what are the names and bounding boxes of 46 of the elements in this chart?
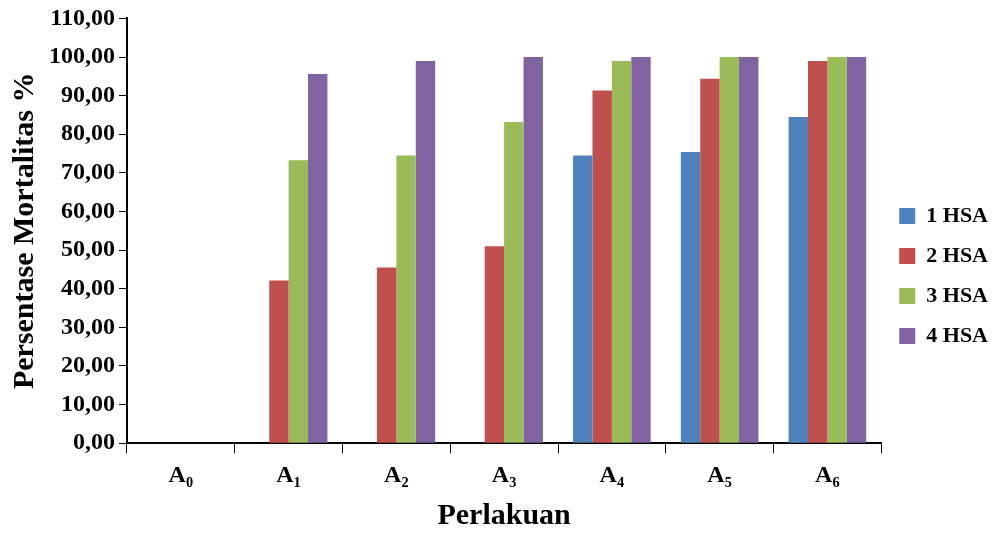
bar (592, 90, 612, 443)
y-tick-label: 0,00 (73, 428, 115, 455)
bar (415, 60, 436, 443)
y-tick-label: 90,00 (61, 80, 115, 107)
x-axis-title: Perlakuan (437, 496, 572, 530)
y-tick-label: 20,00 (61, 351, 115, 378)
bar (523, 57, 543, 443)
y-axis-title: Persentase Mortalitas % (5, 72, 39, 390)
bar (396, 155, 416, 443)
y-tick-label: 60,00 (61, 196, 115, 223)
legend-label: 3 HSA (926, 281, 989, 307)
bar (719, 57, 740, 443)
y-tick-label: 80,00 (61, 119, 115, 146)
y-tick-label: 50,00 (61, 235, 115, 262)
x-tick-label: A₄ (599, 460, 625, 487)
x-tick-label: A₂ (384, 460, 409, 487)
bar (807, 60, 828, 443)
x-tick-label: A₅ (707, 460, 732, 487)
y-tick-label: 100,00 (49, 42, 115, 69)
y-tick-label: 70,00 (61, 158, 115, 185)
legend-label: 1 HSA (926, 201, 989, 227)
bar (376, 267, 397, 443)
bar (846, 57, 867, 443)
bar (631, 57, 651, 443)
bar (288, 160, 309, 443)
legend-label: 2 HSA (926, 241, 989, 267)
legend-label: 4 HSA (926, 321, 989, 347)
y-tick-label: 40,00 (61, 273, 115, 300)
bar (504, 121, 524, 443)
bar (573, 155, 593, 443)
bar (700, 78, 720, 443)
y-tick-label: 30,00 (61, 312, 115, 339)
bar (680, 152, 701, 443)
x-tick-label: A₆ (815, 460, 840, 487)
bar (269, 280, 289, 443)
x-tick-label: A₁ (276, 460, 301, 487)
bar (484, 246, 505, 443)
bar (611, 60, 632, 443)
bar (308, 74, 328, 443)
bar (827, 57, 847, 443)
bar (788, 116, 808, 443)
x-tick-label: A₀ (168, 460, 194, 487)
x-tick-label: A₃ (491, 460, 517, 487)
y-tick-label: 110,00 (50, 3, 115, 30)
y-tick-label: 10,00 (61, 389, 115, 416)
bar (739, 57, 759, 443)
